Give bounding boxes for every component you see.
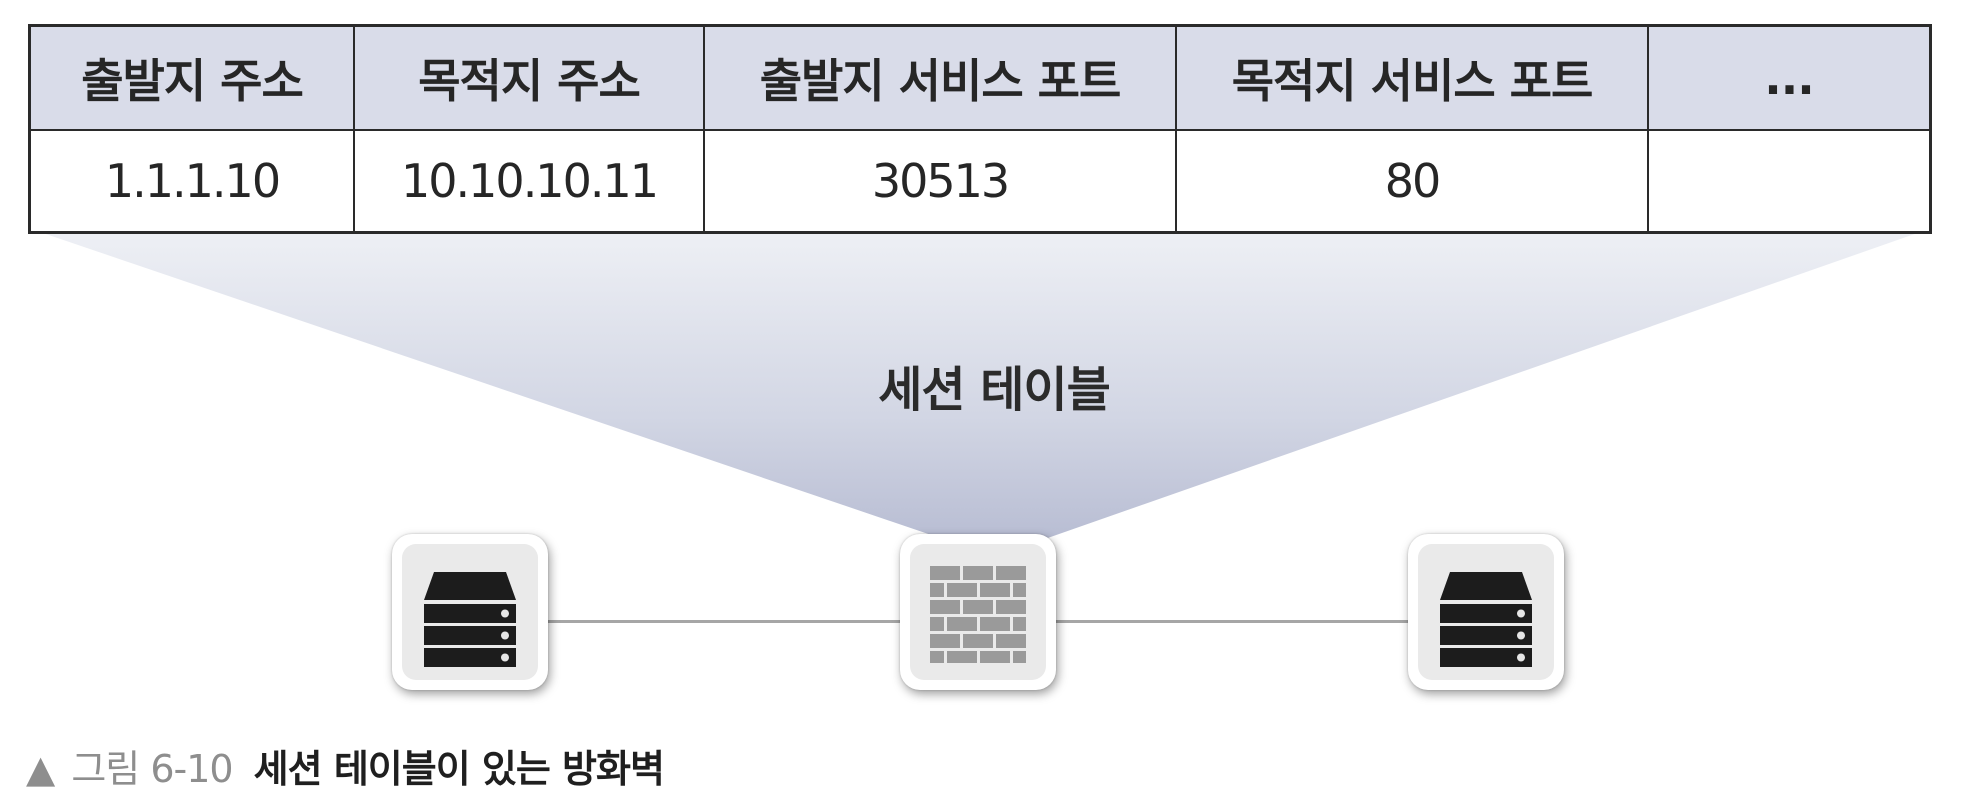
table-title: 세션 테이블	[878, 362, 1111, 418]
cell-destination-address: 10.10.10.11	[353, 129, 705, 234]
cell-source-port: 30513	[703, 129, 1177, 234]
header-destination-address: 목적지 주소	[353, 24, 705, 131]
table-row: 1.1.1.10 10.10.10.11 30513 80	[28, 129, 1932, 234]
table-header-row: 출발지 주소 목적지 주소 출발지 서비스 포트 목적지 서비스 포트 ...	[28, 24, 1932, 131]
cell-source-address: 1.1.1.10	[28, 129, 355, 234]
figure-caption: ▲ 그림 6-10 세션 테이블이 있는 방화벽	[26, 738, 665, 793]
cell-destination-port: 80	[1175, 129, 1649, 234]
server-icon	[424, 572, 516, 667]
firewall-node	[900, 534, 1056, 690]
link-line-right	[1056, 620, 1408, 623]
firewall-icon	[930, 566, 1026, 663]
server-node-left	[392, 534, 548, 690]
session-table: 출발지 주소 목적지 주소 출발지 서비스 포트 목적지 서비스 포트 ... …	[28, 24, 1932, 234]
link-line-left	[548, 620, 900, 623]
cell-more	[1647, 129, 1932, 234]
header-source-address: 출발지 주소	[28, 24, 355, 131]
header-destination-port: 목적지 서비스 포트	[1175, 24, 1649, 131]
triangle-marker-icon: ▲	[26, 747, 55, 791]
header-source-port: 출발지 서비스 포트	[703, 24, 1177, 131]
server-node-right	[1408, 534, 1564, 690]
header-more: ...	[1647, 24, 1932, 131]
server-icon	[1440, 572, 1532, 667]
figure-title: 세션 테이블이 있는 방화벽	[253, 747, 665, 791]
figure-number: 그림 6-10	[71, 747, 233, 791]
